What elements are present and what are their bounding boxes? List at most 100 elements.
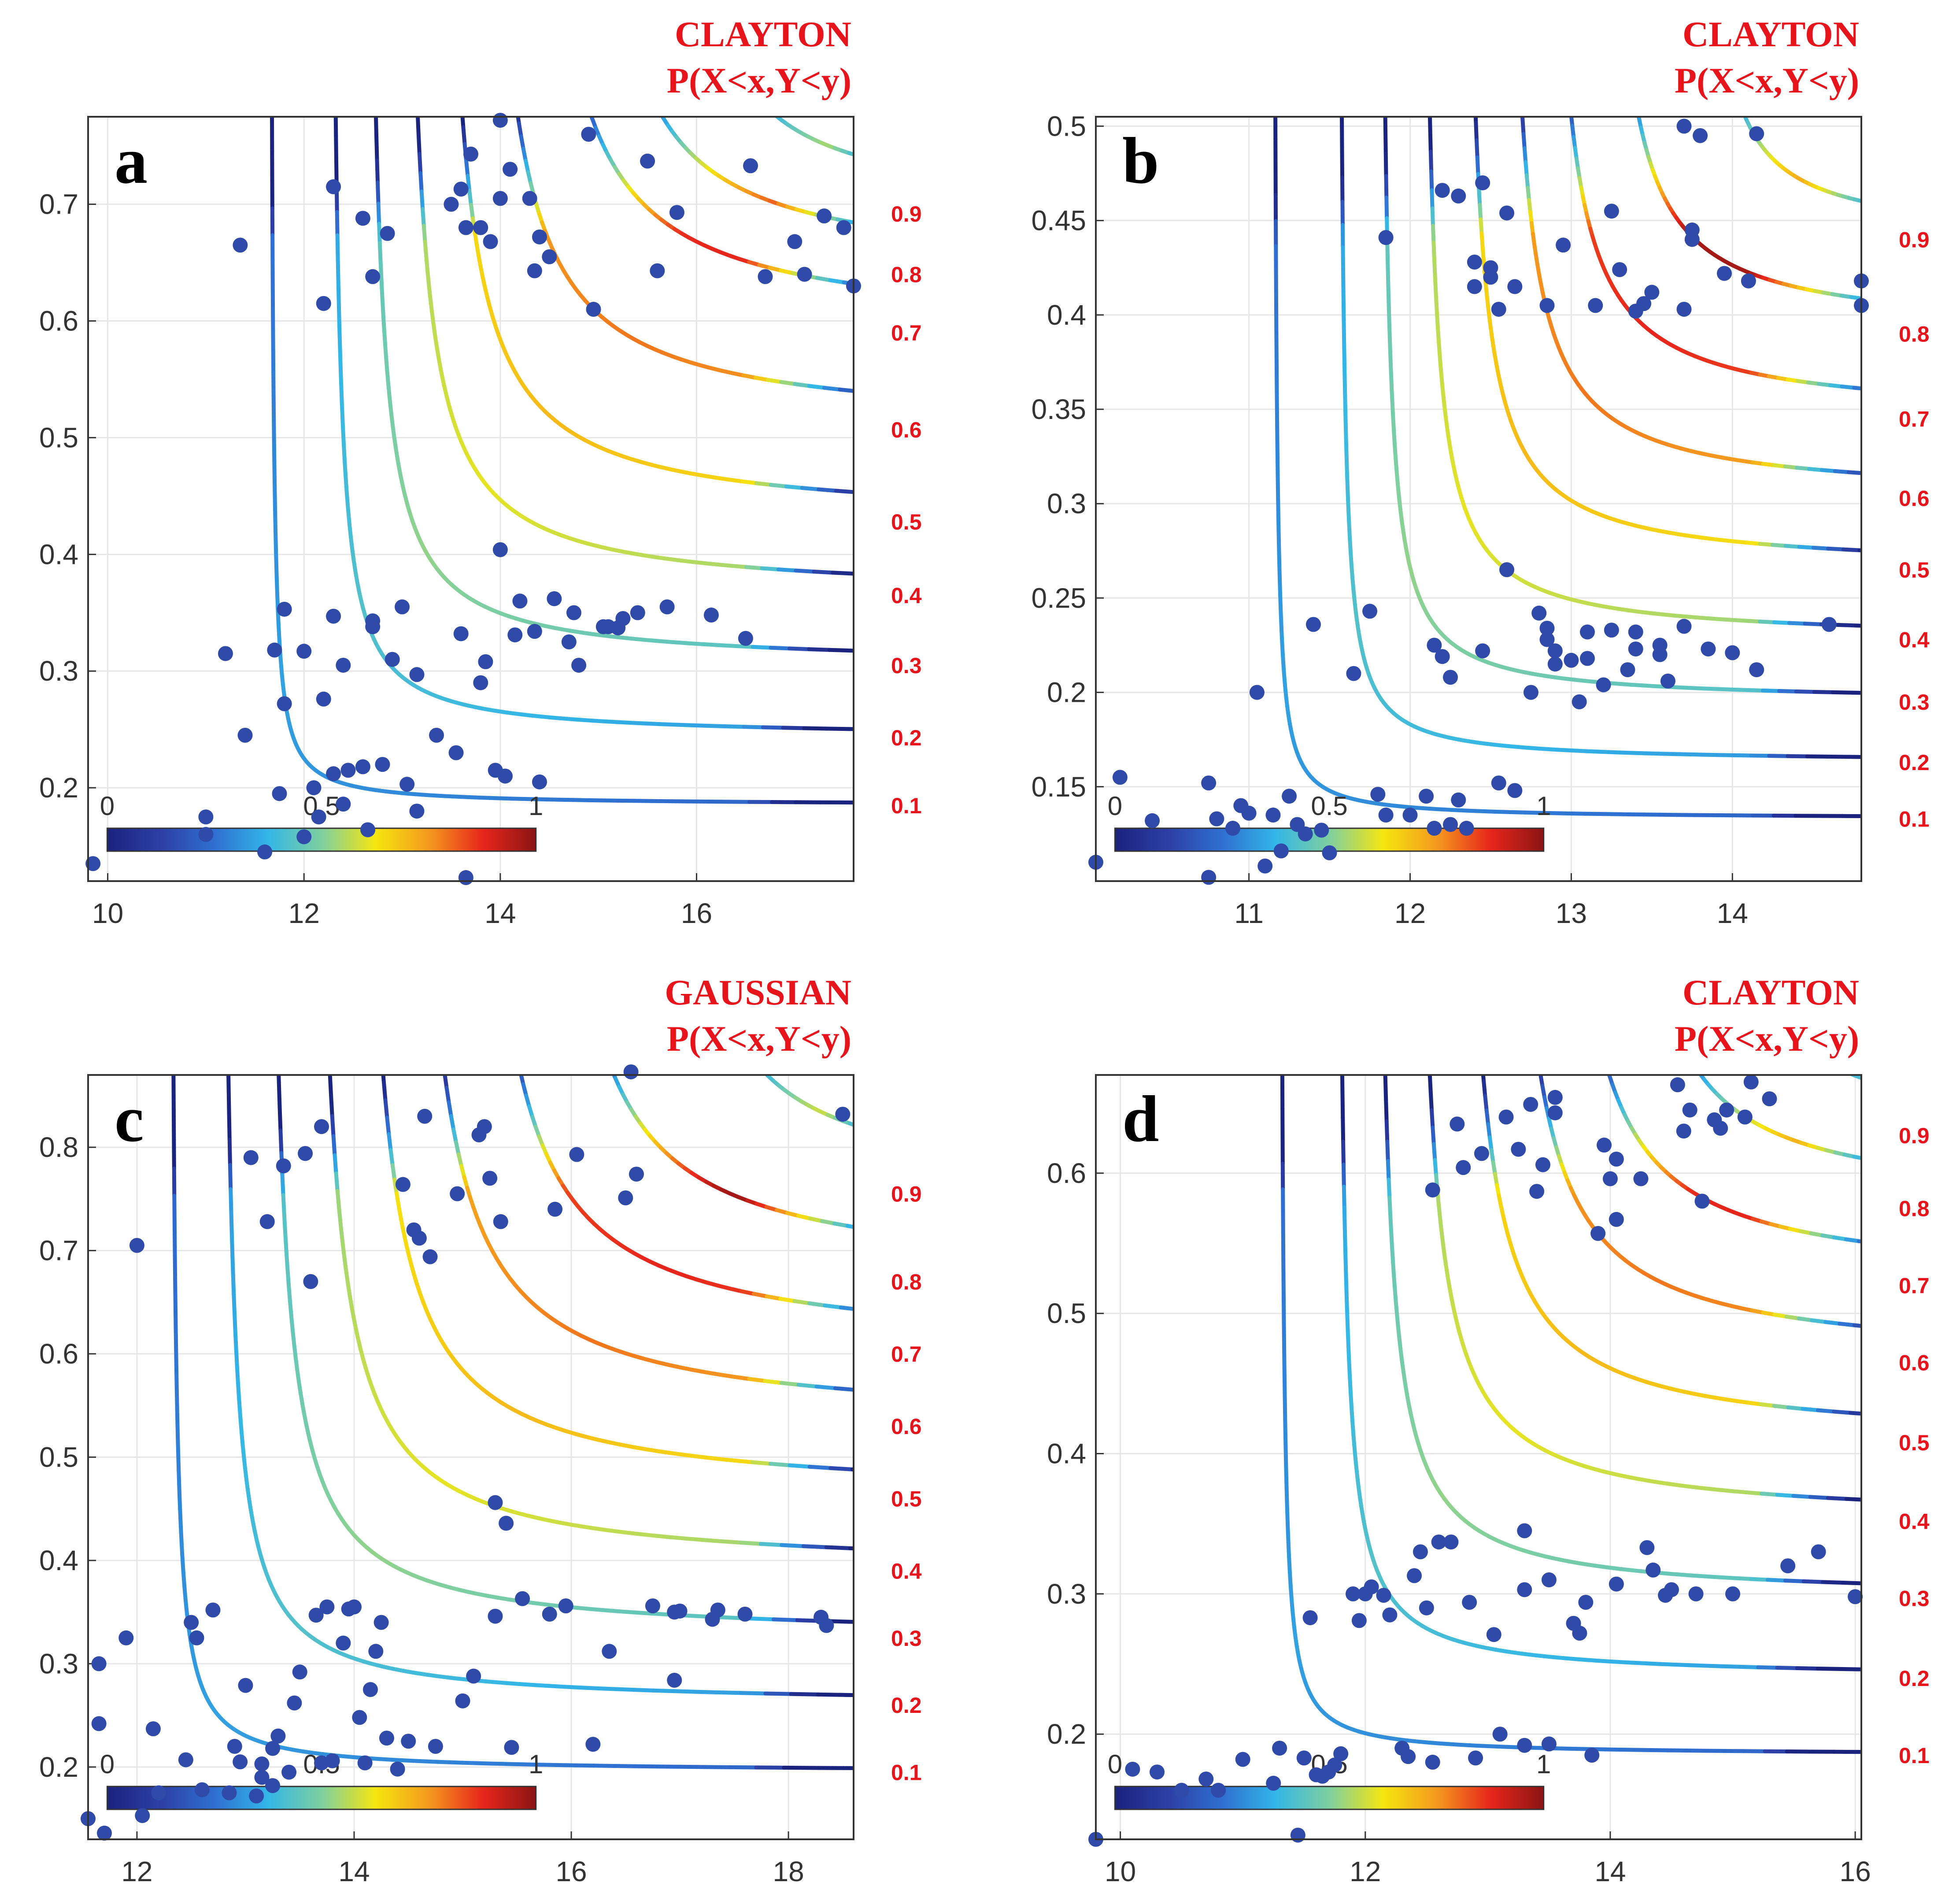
data-point — [1542, 1572, 1557, 1587]
data-point — [1198, 1771, 1213, 1786]
data-point — [311, 809, 326, 824]
data-point — [466, 1669, 481, 1684]
data-point — [1474, 1146, 1489, 1161]
contour-level-label: 0.2 — [891, 1693, 922, 1718]
data-point — [118, 1630, 133, 1645]
data-point — [365, 613, 380, 628]
data-point — [1609, 1152, 1624, 1167]
data-point — [399, 777, 414, 792]
data-point — [1125, 1762, 1140, 1777]
data-point — [1401, 1749, 1416, 1764]
data-point — [512, 593, 527, 608]
data-point — [428, 1739, 443, 1754]
y-tick-label: 0.6 — [1047, 1157, 1086, 1189]
contour-level-label: 0.9 — [891, 1182, 922, 1207]
data-point — [1677, 302, 1692, 317]
data-point — [449, 745, 464, 760]
data-point — [1499, 1110, 1514, 1125]
data-point — [566, 605, 581, 620]
data-point — [1507, 279, 1522, 294]
data-point — [1556, 237, 1571, 252]
data-point — [1580, 651, 1595, 666]
data-point — [319, 1599, 334, 1614]
data-point — [390, 1762, 405, 1777]
data-point — [1507, 783, 1522, 798]
data-point — [1604, 623, 1619, 637]
data-point — [1660, 674, 1675, 689]
data-point — [1780, 1558, 1795, 1573]
data-point — [233, 237, 248, 252]
data-point — [483, 234, 498, 249]
x-tick-label: 16 — [1840, 1856, 1871, 1887]
data-point — [1741, 274, 1756, 289]
data-point — [1694, 1194, 1709, 1209]
data-point — [314, 1119, 329, 1134]
y-tick-label: 0.5 — [39, 422, 78, 453]
data-point — [1749, 126, 1764, 141]
contour-level-label: 0.4 — [891, 1559, 922, 1583]
data-point — [1646, 1563, 1660, 1578]
data-point — [355, 211, 370, 226]
data-point — [819, 1618, 834, 1633]
data-point — [1524, 685, 1538, 700]
data-point — [92, 1716, 107, 1731]
x-tick-label: 14 — [338, 1856, 370, 1887]
data-point — [498, 769, 513, 784]
data-point — [1713, 1121, 1728, 1136]
y-tick-label: 0.8 — [39, 1131, 78, 1163]
plot-area — [1096, 117, 1861, 881]
x-tick-label: 12 — [288, 897, 320, 929]
data-point — [1531, 606, 1546, 621]
data-point — [1683, 1103, 1697, 1118]
probability-label: P(X<x,Y<y) — [1675, 1019, 1859, 1059]
data-point — [129, 1238, 144, 1253]
data-point — [178, 1752, 193, 1767]
data-point — [1201, 870, 1216, 885]
data-point — [1762, 1091, 1777, 1106]
y-tick-label: 0.3 — [1047, 488, 1086, 519]
data-point — [195, 1782, 210, 1797]
data-point — [1456, 1160, 1471, 1175]
y-tick-label: 0.7 — [39, 189, 78, 220]
data-point — [743, 158, 758, 173]
data-point — [1633, 1171, 1648, 1186]
data-point — [336, 658, 351, 673]
colorbar — [107, 1786, 536, 1809]
y-tick-label: 0.2 — [39, 772, 78, 804]
data-point — [1450, 1116, 1464, 1131]
data-point — [1413, 1544, 1428, 1559]
data-point — [1435, 183, 1450, 198]
data-point — [1150, 1764, 1165, 1779]
plot-area — [1096, 1075, 1861, 1839]
data-point — [1499, 562, 1514, 577]
contour-level-label: 0.2 — [1899, 1666, 1930, 1691]
data-point — [1209, 812, 1224, 826]
data-point — [1848, 1589, 1863, 1604]
data-point — [1612, 262, 1627, 277]
colorbar-label: 0 — [100, 1749, 115, 1779]
data-point — [645, 1598, 660, 1613]
contour-level-label: 0.6 — [891, 1414, 922, 1439]
data-point — [450, 1186, 465, 1201]
data-point — [737, 1607, 752, 1622]
data-point — [336, 797, 351, 812]
colorbar-label: 1 — [529, 1749, 543, 1779]
data-point — [1572, 694, 1587, 709]
data-point — [1265, 808, 1280, 823]
data-point — [478, 654, 493, 669]
x-tick-label: 12 — [1394, 897, 1426, 929]
data-point — [1145, 813, 1160, 828]
probability-label: P(X<x,Y<y) — [1675, 60, 1859, 100]
data-point — [1689, 1586, 1704, 1601]
data-point — [660, 600, 675, 615]
data-point — [738, 631, 753, 646]
data-point — [463, 147, 478, 162]
data-point — [499, 1516, 514, 1531]
data-point — [547, 591, 562, 606]
data-point — [1725, 645, 1740, 660]
contour-level-label: 0.1 — [891, 1760, 922, 1785]
colorbar-label: 0 — [1108, 1749, 1122, 1779]
data-point — [1719, 1103, 1734, 1118]
data-point — [454, 626, 469, 641]
